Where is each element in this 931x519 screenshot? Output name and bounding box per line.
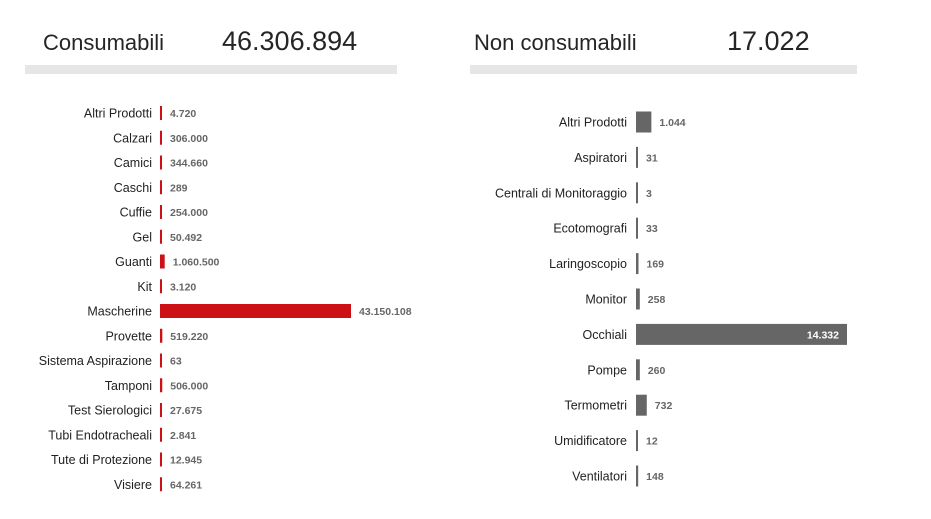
kpi-consumabili-value: 46.306.894 <box>222 26 358 56</box>
category-label-umidificatore: Umidificatore <box>554 434 627 448</box>
bar-visiere[interactable] <box>160 477 162 492</box>
category-label-cuffie: Cuffie <box>120 206 152 220</box>
data-label-tubi-endotracheali: 2.841 <box>170 430 196 442</box>
category-label-ventilatori: Ventilatori <box>572 470 627 484</box>
kpi-non-consumabili-value: 17.022 <box>727 26 810 56</box>
data-label-caschi: 289 <box>170 182 188 194</box>
category-label-test-sierologici: Test Sierologici <box>68 404 152 418</box>
category-label-calzari: Calzari <box>113 131 152 145</box>
data-label-termometri: 732 <box>655 400 673 412</box>
category-label-pompe: Pompe <box>587 363 627 377</box>
bar-kit[interactable] <box>160 279 162 294</box>
data-label-mascherine: 43.150.108 <box>359 306 412 318</box>
data-label-altri-prodotti: 1.044 <box>659 117 685 129</box>
category-label-altri-prodotti: Altri Prodotti <box>559 116 627 130</box>
data-label-kit: 3.120 <box>170 281 196 293</box>
bar-guanti[interactable] <box>160 254 165 269</box>
category-label-sistema-aspirazione: Sistema Aspirazione <box>39 354 152 368</box>
bar-pompe[interactable] <box>636 359 640 381</box>
data-label-aspiratori: 31 <box>646 152 658 164</box>
bar-ecotomografi[interactable] <box>636 217 638 239</box>
bar-monitor[interactable] <box>636 288 640 310</box>
data-label-camici: 344.660 <box>170 158 208 170</box>
category-label-altri-prodotti: Altri Prodotti <box>84 107 152 121</box>
category-label-occhiali: Occhiali <box>583 328 627 342</box>
data-label-calzari: 306.000 <box>170 133 208 145</box>
kpi-non-consumabili-label: Non consumabili <box>474 30 637 55</box>
data-label-monitor: 258 <box>648 294 666 306</box>
bar-gel[interactable] <box>160 229 162 244</box>
kpi-consumabili-label: Consumabili <box>43 30 165 55</box>
data-label-cuffie: 254.000 <box>170 207 208 219</box>
category-label-camici: Camici <box>114 156 152 170</box>
data-label-pompe: 260 <box>648 365 666 377</box>
category-label-caschi: Caschi <box>114 181 152 195</box>
category-label-tubi-endotracheali: Tubi Endotracheali <box>48 428 152 442</box>
data-label-gel: 50.492 <box>170 232 202 244</box>
data-label-centrali-di-monitoraggio: 3 <box>646 188 652 200</box>
bar-provette[interactable] <box>160 328 163 343</box>
bar-ventilatori[interactable] <box>636 465 639 487</box>
bar-altri-prodotti[interactable] <box>636 111 652 133</box>
data-label-test-sierologici: 27.675 <box>170 405 202 417</box>
bar-occhiali[interactable] <box>636 323 847 345</box>
category-label-tamponi: Tamponi <box>105 379 152 393</box>
bar-calzari[interactable] <box>160 130 162 145</box>
category-label-laringoscopio: Laringoscopio <box>549 257 627 271</box>
category-label-gel: Gel <box>133 230 152 244</box>
bar-tubi-endotracheali[interactable] <box>160 427 162 442</box>
data-label-provette: 519.220 <box>170 331 208 343</box>
bar-umidificatore[interactable] <box>636 430 638 452</box>
kpi-non-consumabili-underline <box>470 65 857 74</box>
data-label-tamponi: 506.000 <box>170 380 208 392</box>
data-label-umidificatore: 12 <box>646 436 658 448</box>
bar-tamponi[interactable] <box>160 378 163 393</box>
bar-centrali-di-monitoraggio[interactable] <box>636 182 638 204</box>
data-label-ecotomografi: 33 <box>646 223 658 235</box>
category-label-centrali-di-monitoraggio: Centrali di Monitoraggio <box>495 186 627 200</box>
bar-tute-di-protezione[interactable] <box>160 452 162 467</box>
data-label-occhiali: 14.332 <box>807 329 839 341</box>
bar-altri-prodotti[interactable] <box>160 106 162 120</box>
data-label-laringoscopio: 169 <box>646 259 664 271</box>
category-label-kit: Kit <box>137 280 152 294</box>
category-label-provette: Provette <box>105 329 152 343</box>
bar-test-sierologici[interactable] <box>160 403 162 417</box>
bar-camici[interactable] <box>160 155 162 170</box>
data-label-altri-prodotti: 4.720 <box>170 108 196 120</box>
data-label-ventilatori: 148 <box>646 471 664 483</box>
category-label-visiere: Visiere <box>114 478 152 492</box>
bar-laringoscopio[interactable] <box>636 253 639 275</box>
bar-caschi[interactable] <box>160 180 162 195</box>
category-label-guanti: Guanti <box>115 255 152 269</box>
category-label-termometri: Termometri <box>564 399 627 413</box>
category-label-mascherine: Mascherine <box>87 305 152 319</box>
bar-sistema-aspirazione[interactable] <box>160 353 162 368</box>
category-label-monitor: Monitor <box>585 293 627 307</box>
data-label-sistema-aspirazione: 63 <box>170 356 182 368</box>
category-label-aspiratori: Aspiratori <box>574 151 627 165</box>
category-label-tute-di-protezione: Tute di Protezione <box>51 453 152 467</box>
data-label-guanti: 1.060.500 <box>173 257 220 269</box>
data-label-visiere: 64.261 <box>170 479 202 491</box>
bar-mascherine[interactable] <box>160 304 351 318</box>
bar-termometri[interactable] <box>636 394 647 416</box>
data-label-tute-di-protezione: 12.945 <box>170 455 202 467</box>
category-label-ecotomografi: Ecotomografi <box>553 222 627 236</box>
bar-aspiratori[interactable] <box>636 146 638 168</box>
kpi-consumabili-underline <box>25 65 397 74</box>
bar-cuffie[interactable] <box>160 205 162 219</box>
